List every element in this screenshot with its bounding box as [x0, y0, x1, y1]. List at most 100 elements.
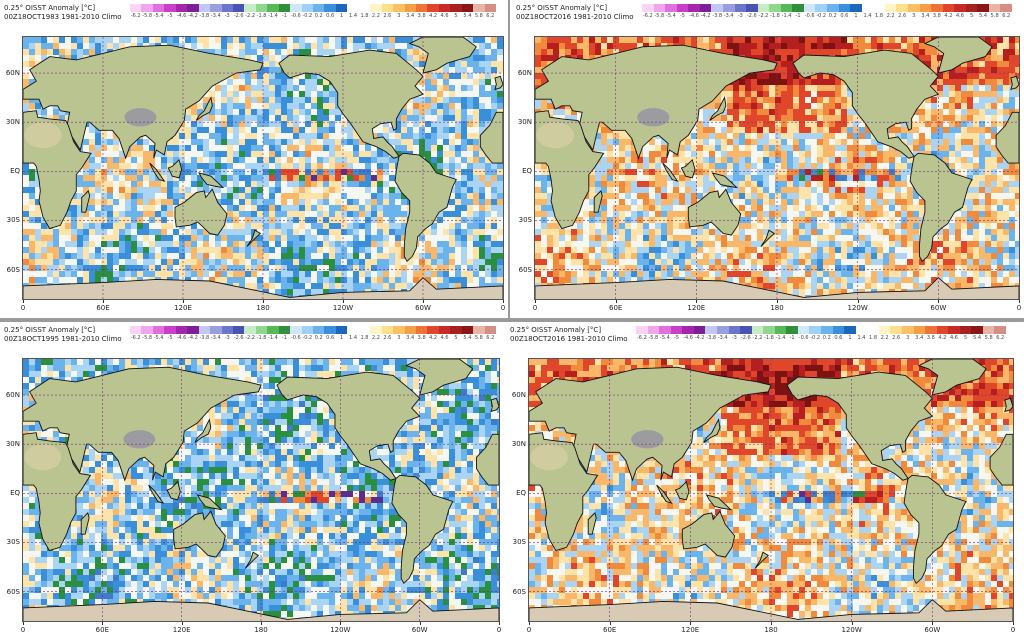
panel-date-label: 00Z18OCT1995 1981-2010 Climo — [4, 335, 122, 343]
colorbar-swatch — [427, 4, 439, 12]
colorbar-tick-label: -2.6 — [746, 13, 757, 19]
colorbar-tick-label: 3.4 — [406, 13, 415, 19]
colorbar-swatch — [728, 326, 741, 334]
graticule — [529, 359, 1013, 621]
colorbar-tick-label: -4.2 — [188, 335, 198, 341]
colorbar-tick-label: -3.8 — [199, 335, 210, 341]
colorbar-swatch — [878, 326, 891, 334]
colorbar-swatch — [381, 4, 394, 12]
graticule — [23, 359, 499, 621]
colorbar-swatch — [210, 4, 222, 12]
colorbar-swatch — [473, 4, 485, 12]
colorbar-tick-label: 1.4 — [349, 335, 358, 341]
colorbar-tick-label: 5.8 — [474, 335, 483, 341]
colorbar-swatch — [746, 4, 758, 12]
colorbar-tick-label: 4.6 — [949, 335, 958, 341]
sst-anomaly-map — [528, 358, 1014, 622]
colorbar-tick-label: -2.6 — [233, 13, 244, 19]
colorbar-swatch — [198, 326, 211, 334]
colorbar-tick-label: -1.4 — [268, 335, 278, 341]
colorbar-swatch — [722, 4, 735, 12]
map-panel: 0.25° OISST Anomaly [°C] 00Z18OCT1995 198… — [0, 322, 506, 642]
colorbar-tick-label: -6.2 — [636, 335, 647, 341]
colorbar-swatch — [130, 326, 142, 334]
colorbar-tick-label: 0.2 — [828, 13, 837, 19]
colorbar-tick-label: -5 — [167, 13, 173, 19]
longitude-label: 0 — [1016, 304, 1022, 312]
colorbar-swatch — [290, 4, 302, 12]
colorbar-tick-label: 1.8 — [869, 335, 878, 341]
colorbar-swatch — [232, 326, 245, 334]
longitude-label: 180 — [770, 304, 784, 312]
colorbar-tick-label: -1 — [281, 13, 287, 19]
latitude-label: 30N — [517, 118, 532, 127]
longitude-tick — [529, 622, 530, 625]
landmasses — [23, 37, 503, 299]
colorbar-swatch — [901, 326, 914, 334]
colorbar-tick-label: -3.8 — [199, 13, 210, 19]
colorbar-tick-label: 4.6 — [955, 13, 964, 19]
longitude-tick — [503, 300, 504, 303]
longitude-label: 120W — [332, 304, 354, 312]
colorbar-tick-label: 3 — [397, 335, 401, 341]
colorbar-swatch — [301, 4, 313, 12]
colorbar-tick-label: 4.6 — [440, 335, 449, 341]
colorbar-tick-label: -5 — [673, 335, 679, 341]
colorbar-tick-label: -2.2 — [245, 335, 255, 341]
colorbar-tick-label: -4.2 — [694, 335, 705, 341]
latitude-label: 60N — [5, 391, 20, 400]
colorbar-tick-label: -1.8 — [770, 13, 780, 19]
colorbar-swatch — [821, 326, 833, 334]
colorbar-tick-label: -5.8 — [142, 335, 153, 341]
colorbar-tick-label: 4.6 — [440, 13, 449, 19]
colorbar-swatch — [232, 4, 245, 12]
colorbar-swatch — [313, 326, 325, 334]
longitude-tick — [261, 622, 262, 625]
longitude-label: 0 — [20, 304, 26, 312]
colorbar-tick-label: -0.2 — [810, 335, 821, 341]
landmasses — [535, 37, 1019, 299]
colorbar-tick-label: 2.6 — [383, 335, 392, 341]
colorbar-tick-label: 5.8 — [984, 335, 993, 341]
colorbar-tick-label: 2.6 — [892, 335, 901, 341]
colorbar — [130, 326, 496, 334]
longitude-label: 0 — [500, 304, 506, 312]
colorbar — [636, 326, 1006, 334]
colorbar-swatch — [809, 326, 821, 334]
panel-title: 0.25° OISST Anomaly [°C] — [510, 326, 602, 334]
colorbar-swatch — [844, 326, 856, 334]
colorbar-swatch — [913, 326, 926, 334]
colorbar-swatch — [988, 4, 1001, 12]
colorbar-tick-label: 2.2 — [880, 335, 889, 341]
longitude-label: 120W — [330, 626, 351, 634]
longitude-label: 60E — [95, 626, 109, 634]
longitude-tick — [857, 300, 859, 303]
panel-divider — [508, 0, 510, 318]
colorbar-swatch — [827, 4, 839, 12]
colorbar-swatch — [936, 326, 949, 334]
colorbar-swatch — [884, 4, 897, 12]
colorbar-tick-label: 3.4 — [406, 335, 415, 341]
colorbar-tick-label: -0.6 — [290, 335, 301, 341]
colorbar-tick-label: -5.4 — [666, 13, 676, 19]
colorbar-swatch — [244, 4, 256, 12]
graticule — [535, 37, 1019, 299]
colorbar-tick-label: 5.8 — [474, 13, 483, 19]
longitude-tick — [771, 622, 772, 625]
colorbar-tick-label: 2.2 — [371, 335, 380, 341]
colorbar-swatch — [907, 4, 920, 12]
latitude-label: 30S — [518, 216, 532, 225]
colorbar-tick-label: -4.6 — [176, 335, 187, 341]
colorbar-tick-label: -2.6 — [233, 335, 244, 341]
colorbar-swatch — [255, 326, 268, 334]
colorbar-tick-label: 6.2 — [486, 13, 495, 19]
colorbar-swatch — [850, 4, 862, 12]
colorbar-swatch — [450, 4, 462, 12]
colorbar-swatch — [484, 4, 496, 12]
colorbar-swatch — [290, 326, 302, 334]
colorbar-tick-label: -3.4 — [210, 335, 221, 341]
colorbar-tick-label: -4.6 — [689, 13, 699, 19]
longitude-label: 60W — [924, 626, 941, 634]
landmasses — [529, 359, 1013, 621]
sst-anomaly-map — [22, 358, 500, 622]
